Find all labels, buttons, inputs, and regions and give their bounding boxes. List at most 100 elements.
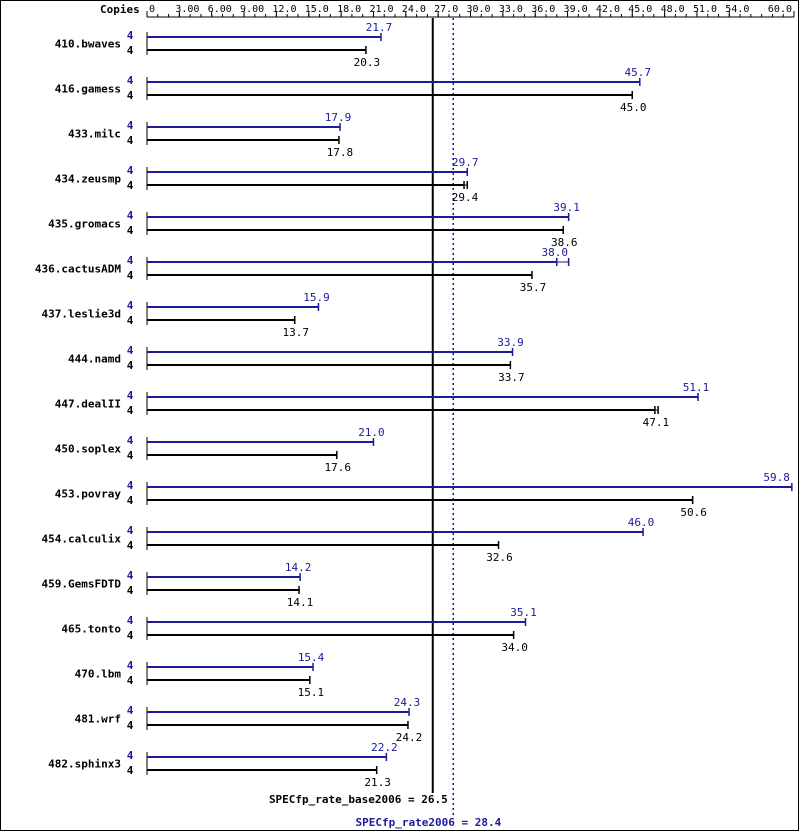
category-label: 481.wrf (75, 713, 121, 726)
base-value-label: 32.6 (486, 551, 513, 564)
category-label: 410.bwaves (55, 38, 121, 51)
base-copies-label: 4 (127, 629, 134, 642)
category-label: 459.GemsFDTD (42, 578, 122, 591)
x-tick-label: 60.0 (768, 4, 792, 15)
peak-copies-label: 4 (127, 749, 134, 762)
base-copies-label: 4 (127, 404, 134, 417)
peak-value-label: 45.7 (625, 66, 652, 79)
base-value-label: 34.0 (501, 641, 528, 654)
peak-copies-label: 4 (127, 659, 134, 672)
x-tick-label: 51.0 (693, 4, 717, 15)
x-tick-label: 36.0 (531, 4, 555, 15)
base-value-label: 38.6 (551, 236, 578, 249)
peak-copies-label: 4 (127, 119, 134, 132)
peak-value-label: 21.0 (358, 426, 385, 439)
base-value-label: 50.6 (680, 506, 707, 519)
x-tick-label: 24.0 (402, 4, 426, 15)
x-tick-label: 30.0 (467, 4, 491, 15)
peak-value-label: 39.1 (553, 201, 580, 214)
base-copies-label: 4 (127, 764, 134, 777)
peak-copies-label: 4 (127, 344, 134, 357)
peak-copies-label: 4 (127, 569, 134, 582)
category-label: 470.lbm (75, 668, 122, 681)
base-value-label: 47.1 (643, 416, 670, 429)
x-tick-label: 9.00 (240, 4, 264, 15)
base-value-label: 35.7 (520, 281, 547, 294)
base-copies-label: 4 (127, 584, 134, 597)
base-value-label: 17.6 (325, 461, 352, 474)
base-value-label: 14.1 (287, 596, 314, 609)
x-tick-label: 39.0 (564, 4, 588, 15)
base-copies-label: 4 (127, 674, 134, 687)
peak-copies-label: 4 (127, 209, 134, 222)
peak-value-label: 22.2 (371, 741, 398, 754)
category-label: 435.gromacs (48, 218, 121, 231)
base-copies-label: 4 (127, 449, 134, 462)
base-value-label: 13.7 (282, 326, 309, 339)
base-copies-label: 4 (127, 269, 134, 282)
category-label: 434.zeusmp (55, 173, 122, 186)
category-label: 444.namd (68, 353, 121, 366)
peak-copies-label: 4 (127, 524, 134, 537)
category-label: 447.dealII (55, 398, 121, 411)
x-tick-label: 33.0 (499, 4, 523, 15)
copies-header: Copies (100, 3, 140, 16)
peak-copies-label: 4 (127, 254, 134, 267)
peak-value-label: 24.3 (394, 696, 421, 709)
x-tick-label: 15.0 (305, 4, 329, 15)
x-tick-label: 18.0 (337, 4, 361, 15)
peak-copies-label: 4 (127, 164, 134, 177)
peak-copies-label: 4 (127, 74, 134, 87)
peak-copies-label: 4 (127, 704, 134, 717)
category-label: 437.leslie3d (42, 308, 121, 321)
peak-copies-label: 4 (127, 299, 134, 312)
x-tick-label: 42.0 (596, 4, 620, 15)
base-copies-label: 4 (127, 494, 134, 507)
category-label: 482.sphinx3 (48, 758, 121, 771)
base-value-label: 24.2 (396, 731, 423, 744)
category-label: 436.cactusADM (35, 263, 121, 276)
x-tick-label: 54.0 (725, 4, 749, 15)
base-value-label: 17.8 (327, 146, 354, 159)
peak-value-label: 33.9 (497, 336, 524, 349)
base-reference-label: SPECfp_rate_base2006 = 26.5 (269, 793, 448, 806)
peak-copies-label: 4 (127, 389, 134, 402)
base-copies-label: 4 (127, 719, 134, 732)
x-tick-label: 3.00 (175, 4, 199, 15)
peak-value-label: 59.8 (763, 471, 790, 484)
peak-value-label: 14.2 (285, 561, 312, 574)
base-copies-label: 4 (127, 134, 134, 147)
base-value-label: 33.7 (498, 371, 525, 384)
peak-value-label: 29.7 (452, 156, 479, 169)
peak-value-label: 46.0 (628, 516, 655, 529)
peak-copies-label: 4 (127, 29, 134, 42)
peak-reference-label: SPECfp_rate2006 = 28.4 (356, 816, 502, 829)
peak-copies-label: 4 (127, 434, 134, 447)
base-copies-label: 4 (127, 539, 134, 552)
peak-value-label: 38.0 (542, 246, 569, 259)
base-copies-label: 4 (127, 224, 134, 237)
category-label: 454.calculix (42, 533, 122, 546)
peak-value-label: 15.4 (298, 651, 325, 664)
category-label: 453.povray (55, 488, 122, 501)
category-label: 450.soplex (55, 443, 122, 456)
peak-value-label: 35.1 (510, 606, 537, 619)
peak-copies-label: 4 (127, 479, 134, 492)
x-tick-label: 12.0 (272, 4, 296, 15)
base-value-label: 29.4 (452, 191, 479, 204)
x-tick-label: 21.0 (369, 4, 393, 15)
base-value-label: 15.1 (298, 686, 325, 699)
base-copies-label: 4 (127, 314, 134, 327)
category-label: 416.gamess (55, 83, 121, 96)
peak-value-label: 21.7 (366, 21, 393, 34)
peak-value-label: 15.9 (303, 291, 330, 304)
peak-value-label: 17.9 (325, 111, 352, 124)
base-copies-label: 4 (127, 44, 134, 57)
x-tick-label: 45.0 (628, 4, 652, 15)
base-copies-label: 4 (127, 179, 134, 192)
category-label: 465.tonto (61, 623, 121, 636)
x-tick-label: 6.00 (208, 4, 232, 15)
base-value-label: 45.0 (620, 101, 647, 114)
